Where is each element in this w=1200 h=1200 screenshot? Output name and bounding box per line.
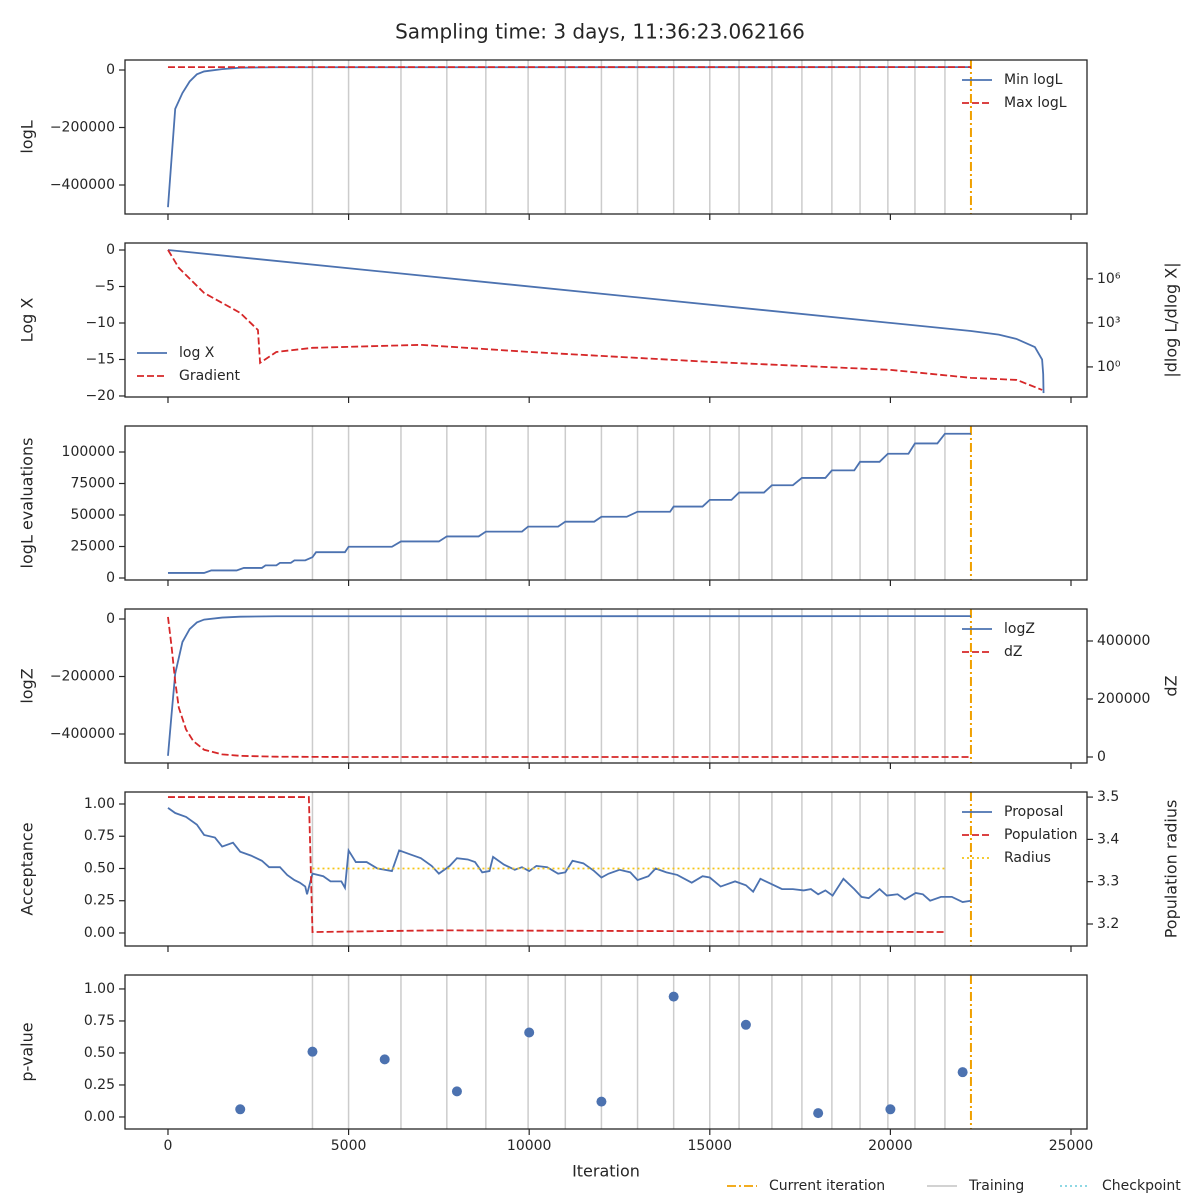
y-tick-label: 0.25: [84, 893, 115, 909]
axes-frame: [124, 974, 1088, 1130]
y-tick-label: 1.00: [84, 981, 115, 997]
axes-frame: [124, 425, 1088, 581]
y-tick-label: 0: [106, 62, 115, 78]
y2-tick-label: 3.2: [1097, 916, 1119, 932]
series-line: [167, 249, 1045, 394]
y2-axis-label: dZ: [1162, 675, 1181, 696]
figure-legend-label: Training: [968, 1178, 1024, 1194]
y-tick-label: 1.00: [84, 796, 115, 812]
legend-label: Radius: [1004, 850, 1051, 866]
y2-tick-label: 400000: [1097, 633, 1150, 649]
point: [885, 1104, 896, 1115]
axes-frame: [124, 242, 1088, 398]
legend-label: Proposal: [1004, 804, 1063, 820]
y-tick-label: 0.50: [84, 860, 115, 876]
y-tick-label: 0.75: [84, 1013, 115, 1029]
y-tick-label: −10: [85, 315, 115, 331]
point: [668, 991, 679, 1002]
legend-label: Max logL: [1004, 95, 1067, 111]
point: [235, 1104, 246, 1115]
y-tick-label: 0: [106, 570, 115, 586]
y-tick-label: −20: [85, 388, 115, 404]
y-tick-label: 0: [106, 611, 115, 627]
point: [596, 1096, 607, 1107]
y-axis-label: Log X: [18, 298, 37, 343]
y-tick-label: −400000: [50, 726, 115, 742]
y-tick-label: −200000: [50, 120, 115, 136]
series-line: [167, 796, 945, 933]
legend-label: logZ: [1004, 621, 1035, 637]
x-axis-label: Iteration: [572, 1162, 640, 1181]
series-line: [167, 66, 971, 208]
x-tick-label: 20000: [868, 1138, 913, 1154]
x-tick-label: 25000: [1049, 1138, 1094, 1154]
series-line: [167, 616, 971, 758]
legend-label: log X: [179, 345, 215, 361]
series-line: [167, 249, 1043, 391]
series-line: [167, 807, 972, 903]
y-tick-label: 0.00: [84, 925, 115, 941]
axes-frame: [124, 608, 1088, 764]
y2-tick-label: 3.5: [1097, 789, 1119, 805]
y-tick-label: 0.75: [84, 828, 115, 844]
y2-tick-label: 10⁶: [1097, 271, 1121, 287]
y-tick-label: −200000: [50, 669, 115, 685]
series-line: [167, 615, 971, 756]
y-axis-label: p-value: [18, 1022, 37, 1081]
y-tick-label: −5: [94, 278, 115, 294]
legend-label: Gradient: [179, 368, 240, 384]
y2-axis-label: |dlog L/dlog X|: [1162, 262, 1181, 377]
x-tick-label: 10000: [507, 1138, 552, 1154]
y2-tick-label: 3.3: [1097, 874, 1119, 890]
y-tick-label: 50000: [70, 507, 115, 523]
y-tick-label: 0.25: [84, 1077, 115, 1093]
series-line: [167, 432, 971, 574]
y2-tick-label: 200000: [1097, 691, 1150, 707]
point: [307, 1046, 318, 1057]
point: [524, 1027, 535, 1038]
y-tick-label: 0.50: [84, 1045, 115, 1061]
figure-title: Sampling time: 3 days, 11:36:23.062166: [395, 20, 805, 44]
x-tick-label: 5000: [331, 1138, 367, 1154]
y-tick-label: 0: [106, 242, 115, 258]
y-axis-label: Acceptance: [18, 822, 37, 915]
axes-frame: [124, 59, 1088, 215]
figure-legend-label: Checkpoint: [1102, 1178, 1181, 1194]
y-tick-label: 100000: [62, 444, 115, 460]
point: [379, 1054, 390, 1065]
y-axis-label: logL evaluations: [18, 438, 37, 569]
y2-tick-label: 3.4: [1097, 831, 1119, 847]
y-tick-label: 75000: [70, 476, 115, 492]
y-tick-label: 25000: [70, 539, 115, 555]
y2-tick-label: 0: [1097, 749, 1106, 765]
point: [957, 1067, 968, 1078]
y-axis-label: logL: [18, 120, 37, 153]
y2-tick-label: 10³: [1097, 315, 1120, 331]
point: [451, 1086, 462, 1097]
y-tick-label: −15: [85, 351, 115, 367]
legend-label: Population: [1004, 827, 1078, 843]
y-axis-label: logZ: [18, 668, 37, 703]
legend-label: dZ: [1004, 644, 1022, 660]
y2-tick-label: 10⁰: [1097, 359, 1121, 375]
x-tick-label: 15000: [688, 1138, 733, 1154]
y-tick-label: 0.00: [84, 1109, 115, 1125]
point: [740, 1019, 751, 1030]
y2-axis-label: Population radius: [1162, 800, 1181, 939]
figure-legend-label: Current iteration: [769, 1178, 885, 1194]
x-tick-label: 0: [164, 1138, 173, 1154]
legend-label: Min logL: [1004, 72, 1063, 88]
point: [813, 1108, 824, 1119]
y-tick-label: −400000: [50, 177, 115, 193]
